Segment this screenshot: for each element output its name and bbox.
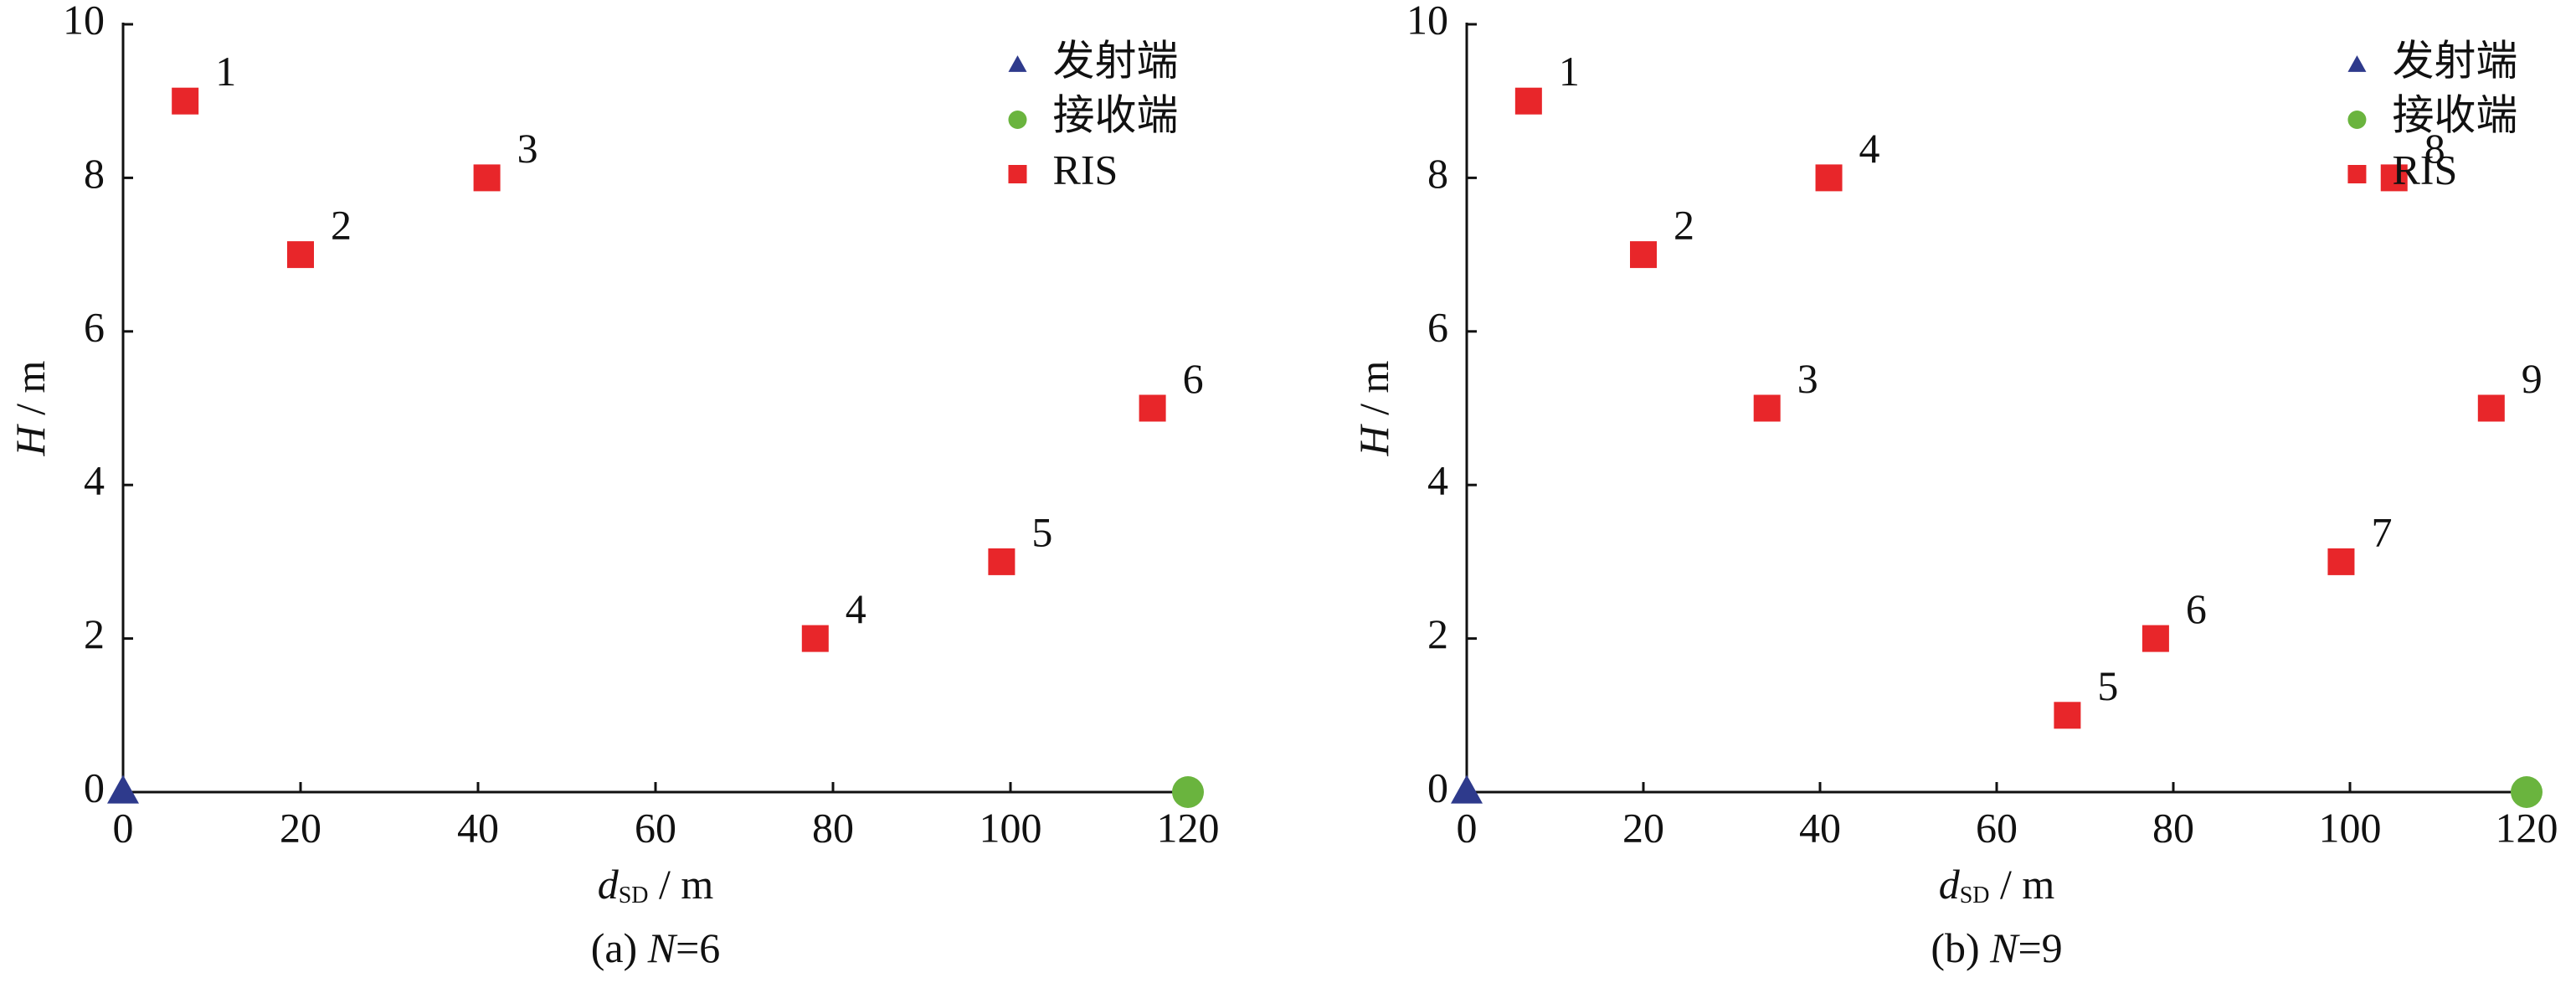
data-point bbox=[2380, 164, 2408, 192]
point-label: 5 bbox=[1031, 508, 1052, 555]
data-point bbox=[107, 775, 139, 804]
caption-part: =9 bbox=[2018, 924, 2062, 971]
point-label: 5 bbox=[2097, 662, 2118, 709]
y-tick-label: 10 bbox=[1406, 0, 1448, 43]
data-point bbox=[2477, 394, 2505, 422]
y-tick-label: 6 bbox=[1427, 303, 1448, 350]
legend-marker bbox=[2347, 111, 2367, 129]
x-tick-label: 100 bbox=[2319, 804, 2382, 851]
caption-part: N bbox=[1989, 924, 2020, 971]
point-label: 2 bbox=[1674, 202, 1694, 249]
data-point bbox=[1139, 394, 1166, 422]
caption: (b) N=9 bbox=[1931, 924, 2062, 971]
x-tick-label: 0 bbox=[113, 804, 134, 851]
legend-label: RIS bbox=[2392, 146, 2457, 193]
point-label: 7 bbox=[2371, 508, 2392, 555]
x-tick-label: 120 bbox=[1157, 804, 1220, 851]
data-point bbox=[1451, 775, 1483, 804]
data-point bbox=[801, 625, 829, 652]
y-tick-label: 0 bbox=[1427, 764, 1448, 811]
x-label-unit: / m bbox=[649, 861, 714, 908]
y-label-symbol: H bbox=[1350, 423, 1397, 456]
legend-label: 发射端 bbox=[1052, 37, 1178, 84]
x-tick-label: 20 bbox=[1622, 804, 1664, 851]
y-tick-label: 2 bbox=[1427, 610, 1448, 657]
data-point bbox=[1172, 776, 1204, 808]
data-point bbox=[2327, 548, 2355, 575]
x-tick-label: 40 bbox=[1799, 804, 1841, 851]
x-tick-label: 0 bbox=[1457, 804, 1478, 851]
legend-marker bbox=[2347, 165, 2367, 183]
x-tick-label: 120 bbox=[2496, 804, 2558, 851]
y-axis-label: H / m bbox=[7, 360, 54, 456]
data-point bbox=[1630, 241, 1657, 269]
data-point bbox=[2142, 625, 2169, 652]
y-tick-label: 4 bbox=[84, 457, 105, 504]
x-axis-label: dSD / m bbox=[1939, 861, 2055, 908]
data-point bbox=[1514, 87, 1542, 115]
x-tick-label: 60 bbox=[1976, 804, 2018, 851]
y-tick-label: 8 bbox=[1427, 150, 1448, 197]
legend-marker bbox=[1008, 111, 1027, 129]
x-label-symbol: d bbox=[598, 861, 620, 908]
x-tick-label: 20 bbox=[280, 804, 321, 851]
x-label-subscript: SD bbox=[1960, 883, 1990, 908]
legend-marker bbox=[1008, 55, 1027, 72]
data-point bbox=[1815, 164, 1843, 192]
point-label: 1 bbox=[215, 48, 236, 95]
x-tick-label: 80 bbox=[812, 804, 854, 851]
point-label: 4 bbox=[1859, 125, 1880, 172]
point-label: 4 bbox=[846, 585, 866, 632]
data-point bbox=[287, 241, 314, 269]
data-point bbox=[172, 87, 199, 115]
point-label: 1 bbox=[1559, 48, 1580, 95]
legend-label: 接收端 bbox=[1052, 91, 1178, 138]
point-label: 9 bbox=[2522, 355, 2543, 402]
point-label: 2 bbox=[331, 202, 352, 249]
caption-part: (a) bbox=[591, 924, 648, 971]
y-tick-label: 6 bbox=[84, 303, 105, 350]
x-label-symbol: d bbox=[1939, 861, 1961, 908]
x-label-unit: / m bbox=[1990, 861, 2055, 908]
legend-label: 接收端 bbox=[2392, 91, 2517, 138]
point-label: 3 bbox=[517, 125, 538, 172]
y-label-unit: / m bbox=[1350, 360, 1397, 425]
point-label: 3 bbox=[1797, 355, 1818, 402]
legend-marker bbox=[1008, 165, 1027, 183]
caption-part: N bbox=[647, 924, 678, 971]
caption-part: (b) bbox=[1931, 924, 1990, 971]
x-label-subscript: SD bbox=[619, 883, 649, 908]
data-point bbox=[2511, 776, 2543, 808]
legend-label: 发射端 bbox=[2392, 37, 2517, 84]
y-tick-label: 4 bbox=[1427, 457, 1448, 504]
x-tick-label: 60 bbox=[635, 804, 676, 851]
point-label: 6 bbox=[2186, 585, 2207, 632]
data-point bbox=[988, 548, 1015, 575]
point-label: 8 bbox=[2424, 125, 2445, 172]
legend-marker bbox=[2347, 55, 2367, 72]
y-axis-label: H / m bbox=[1350, 360, 1397, 456]
x-tick-label: 100 bbox=[979, 804, 1042, 851]
y-label-symbol: H bbox=[7, 423, 54, 456]
data-point bbox=[473, 164, 501, 192]
data-point bbox=[2054, 702, 2081, 729]
y-tick-label: 2 bbox=[84, 610, 105, 657]
x-tick-label: 80 bbox=[2152, 804, 2194, 851]
caption-part: =6 bbox=[676, 924, 720, 971]
data-point bbox=[1753, 394, 1781, 422]
x-tick-label: 40 bbox=[457, 804, 499, 851]
y-label-unit: / m bbox=[7, 360, 54, 425]
point-label: 6 bbox=[1183, 355, 1204, 402]
y-tick-label: 8 bbox=[84, 150, 105, 197]
y-tick-label: 10 bbox=[63, 0, 105, 43]
caption: (a) N=6 bbox=[591, 924, 721, 971]
legend-label: RIS bbox=[1052, 146, 1118, 193]
y-tick-label: 0 bbox=[84, 764, 105, 811]
x-axis-label: dSD / m bbox=[598, 861, 714, 908]
